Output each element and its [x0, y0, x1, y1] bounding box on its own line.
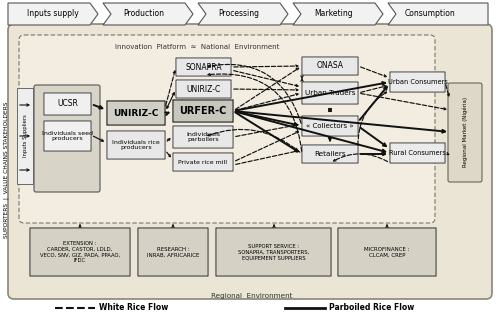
Text: Regional  Environment: Regional Environment	[211, 293, 293, 299]
Text: Rural Consumers: Rural Consumers	[389, 150, 446, 156]
FancyBboxPatch shape	[34, 85, 100, 192]
Text: Private rice mill: Private rice mill	[178, 160, 228, 164]
Polygon shape	[8, 3, 98, 25]
FancyBboxPatch shape	[302, 145, 358, 163]
FancyBboxPatch shape	[448, 83, 482, 182]
Text: Innovation  Platform  ≈  National  Environment: Innovation Platform ≈ National Environme…	[115, 44, 280, 50]
FancyBboxPatch shape	[173, 126, 233, 148]
Text: RESEARCH :
INRAB, AFRICARICE: RESEARCH : INRAB, AFRICARICE	[147, 247, 199, 257]
Text: SUPPORT SERVICE :
SONAPRA, TRANSPORTERS,
EQUIPEMENT SUPPLIERS: SUPPORT SERVICE : SONAPRA, TRANSPORTERS,…	[238, 244, 309, 260]
FancyBboxPatch shape	[173, 100, 233, 122]
FancyBboxPatch shape	[8, 24, 492, 299]
FancyBboxPatch shape	[338, 228, 436, 276]
Text: UNIRIZ-C: UNIRIZ-C	[114, 108, 158, 117]
Text: « Collectors »: « Collectors »	[306, 123, 354, 129]
Text: Urban Traders: Urban Traders	[305, 90, 355, 96]
Polygon shape	[293, 3, 383, 25]
FancyBboxPatch shape	[302, 57, 358, 75]
Text: Processing: Processing	[218, 10, 260, 19]
FancyBboxPatch shape	[17, 88, 33, 184]
FancyBboxPatch shape	[176, 58, 231, 76]
Text: MICROFINANCE :
CLCAM, CREP: MICROFINANCE : CLCAM, CREP	[364, 247, 410, 257]
Text: UNIRIZ-C: UNIRIZ-C	[186, 84, 220, 93]
FancyBboxPatch shape	[302, 82, 358, 104]
Text: SUPORTERS  |  VALUE CHAINS STAKEHOLDERS: SUPORTERS | VALUE CHAINS STAKEHOLDERS	[3, 102, 9, 238]
FancyBboxPatch shape	[216, 228, 331, 276]
Text: Individuals seed
producers: Individuals seed producers	[42, 131, 93, 141]
FancyBboxPatch shape	[30, 228, 130, 276]
Text: ONASA: ONASA	[316, 62, 344, 71]
FancyBboxPatch shape	[302, 116, 358, 136]
Text: Production: Production	[124, 10, 164, 19]
FancyBboxPatch shape	[173, 153, 233, 171]
FancyBboxPatch shape	[107, 101, 165, 125]
Text: Retailers: Retailers	[314, 151, 346, 157]
FancyBboxPatch shape	[44, 93, 91, 115]
FancyBboxPatch shape	[138, 228, 208, 276]
Polygon shape	[103, 3, 193, 25]
Text: SONAPRA: SONAPRA	[185, 63, 222, 72]
FancyBboxPatch shape	[390, 143, 445, 163]
FancyBboxPatch shape	[176, 80, 231, 98]
Polygon shape	[198, 3, 288, 25]
Text: Inputs Suppliers: Inputs Suppliers	[22, 115, 28, 157]
Text: Consumption: Consumption	[404, 10, 456, 19]
Text: Individuals rice
producers: Individuals rice producers	[112, 140, 160, 151]
FancyBboxPatch shape	[44, 121, 91, 151]
Text: Marketing: Marketing	[314, 10, 354, 19]
Text: Individuals
parbollers: Individuals parbollers	[186, 132, 220, 143]
Text: URFER-C: URFER-C	[180, 106, 226, 116]
Text: Parboiled Rice Flow: Parboiled Rice Flow	[329, 303, 414, 313]
Text: White Rice Flow: White Rice Flow	[99, 303, 168, 313]
Text: EXTENSION :
CARDER, CASTOR, LDLD,
VECO, SNV, GIZ, PADA, PPAAO,
IFDC: EXTENSION : CARDER, CASTOR, LDLD, VECO, …	[40, 241, 120, 263]
Text: Inputs supply: Inputs supply	[27, 10, 79, 19]
Polygon shape	[388, 3, 488, 25]
FancyBboxPatch shape	[390, 72, 445, 92]
Text: UCSR: UCSR	[57, 100, 78, 108]
Text: Regional Market (Nigéria): Regional Market (Nigéria)	[462, 97, 468, 167]
FancyBboxPatch shape	[107, 131, 165, 159]
Text: Urban Consumers: Urban Consumers	[388, 79, 448, 85]
FancyBboxPatch shape	[19, 35, 435, 223]
